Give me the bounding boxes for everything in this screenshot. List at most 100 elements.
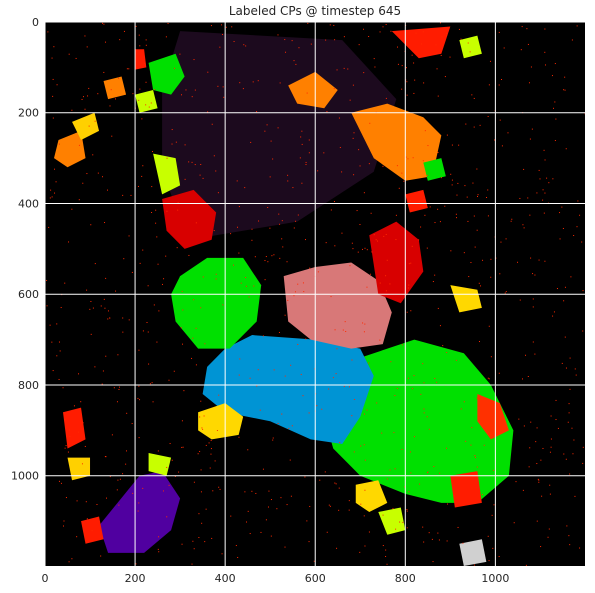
noise-speck: [553, 311, 555, 313]
noise-speck: [139, 262, 141, 264]
noise-speck: [349, 99, 351, 101]
noise-speck: [385, 23, 387, 25]
noise-speck: [470, 444, 472, 446]
noise-speck: [238, 252, 240, 254]
noise-speck: [204, 541, 206, 543]
noise-speck: [181, 94, 183, 96]
noise-speck: [53, 46, 55, 48]
noise-speck: [111, 135, 113, 137]
noise-speck: [102, 22, 104, 24]
noise-speck: [423, 382, 425, 384]
noise-speck: [103, 71, 105, 73]
noise-speck: [110, 89, 112, 91]
noise-speck: [330, 296, 332, 298]
y-tick-label: 1000: [11, 470, 39, 483]
noise-speck: [330, 209, 332, 211]
noise-speck: [351, 415, 353, 417]
noise-speck: [180, 327, 182, 329]
noise-speck: [582, 330, 584, 332]
region-30: [423, 158, 446, 181]
noise-speck: [395, 239, 397, 241]
noise-speck: [446, 34, 448, 36]
noise-speck: [386, 478, 388, 480]
noise-speck: [498, 84, 500, 86]
noise-speck: [114, 98, 116, 100]
noise-speck: [382, 545, 384, 547]
noise-speck: [368, 36, 370, 38]
noise-speck: [58, 378, 60, 380]
noise-speck: [347, 68, 349, 70]
noise-speck: [551, 75, 553, 77]
noise-speck: [571, 39, 573, 41]
noise-speck: [566, 525, 568, 527]
noise-speck: [106, 189, 108, 191]
noise-speck: [137, 185, 139, 187]
region-17: [450, 285, 482, 313]
noise-speck: [115, 290, 117, 292]
noise-speck: [135, 563, 137, 565]
noise-speck: [193, 59, 195, 61]
noise-speck: [382, 165, 384, 167]
noise-speck: [339, 442, 341, 444]
noise-speck: [210, 453, 212, 455]
noise-speck: [569, 473, 571, 475]
noise-speck: [536, 463, 538, 465]
noise-speck: [191, 96, 193, 98]
noise-speck: [50, 189, 52, 191]
noise-speck: [423, 199, 425, 201]
noise-speck: [389, 469, 391, 471]
noise-speck: [471, 427, 473, 429]
noise-speck: [462, 542, 464, 544]
noise-speck: [64, 282, 66, 284]
noise-speck: [456, 217, 458, 219]
noise-speck: [181, 446, 183, 448]
region-9: [148, 53, 185, 95]
noise-speck: [80, 401, 82, 403]
noise-speck: [56, 323, 58, 325]
noise-speck: [437, 151, 439, 153]
noise-speck: [104, 456, 106, 458]
noise-speck: [373, 58, 375, 60]
noise-speck: [291, 40, 293, 42]
noise-speck: [473, 97, 475, 99]
noise-speck: [233, 41, 235, 43]
noise-speck: [107, 318, 109, 320]
noise-speck: [123, 30, 125, 32]
noise-speck: [78, 373, 80, 375]
noise-speck: [393, 432, 395, 434]
labeled-regions: [54, 26, 514, 566]
noise-speck: [336, 547, 338, 549]
noise-speck: [435, 44, 437, 46]
noise-speck: [58, 143, 60, 145]
noise-speck: [272, 437, 274, 439]
noise-speck: [284, 375, 286, 377]
noise-speck: [473, 215, 475, 217]
noise-speck: [301, 143, 303, 145]
noise-speck: [335, 373, 337, 375]
noise-speck: [157, 548, 159, 550]
noise-speck: [487, 215, 489, 217]
noise-speck: [573, 235, 575, 237]
noise-speck: [371, 251, 373, 253]
noise-speck: [413, 436, 415, 438]
noise-speck: [198, 537, 200, 539]
noise-speck: [436, 68, 438, 70]
noise-speck: [122, 317, 124, 319]
noise-speck: [295, 63, 297, 65]
noise-speck: [293, 227, 295, 229]
noise-speck: [339, 147, 341, 149]
noise-speck: [158, 536, 160, 538]
noise-speck: [76, 500, 78, 502]
region-1: [202, 335, 374, 444]
noise-speck: [553, 107, 555, 109]
noise-speck: [546, 177, 548, 179]
noise-speck: [69, 436, 71, 438]
noise-speck: [359, 224, 361, 226]
noise-speck: [394, 394, 396, 396]
noise-speck: [86, 518, 88, 520]
noise-speck: [493, 139, 495, 141]
noise-speck: [544, 64, 546, 66]
noise-speck: [151, 211, 153, 213]
noise-speck: [300, 136, 302, 138]
noise-speck: [364, 247, 366, 249]
